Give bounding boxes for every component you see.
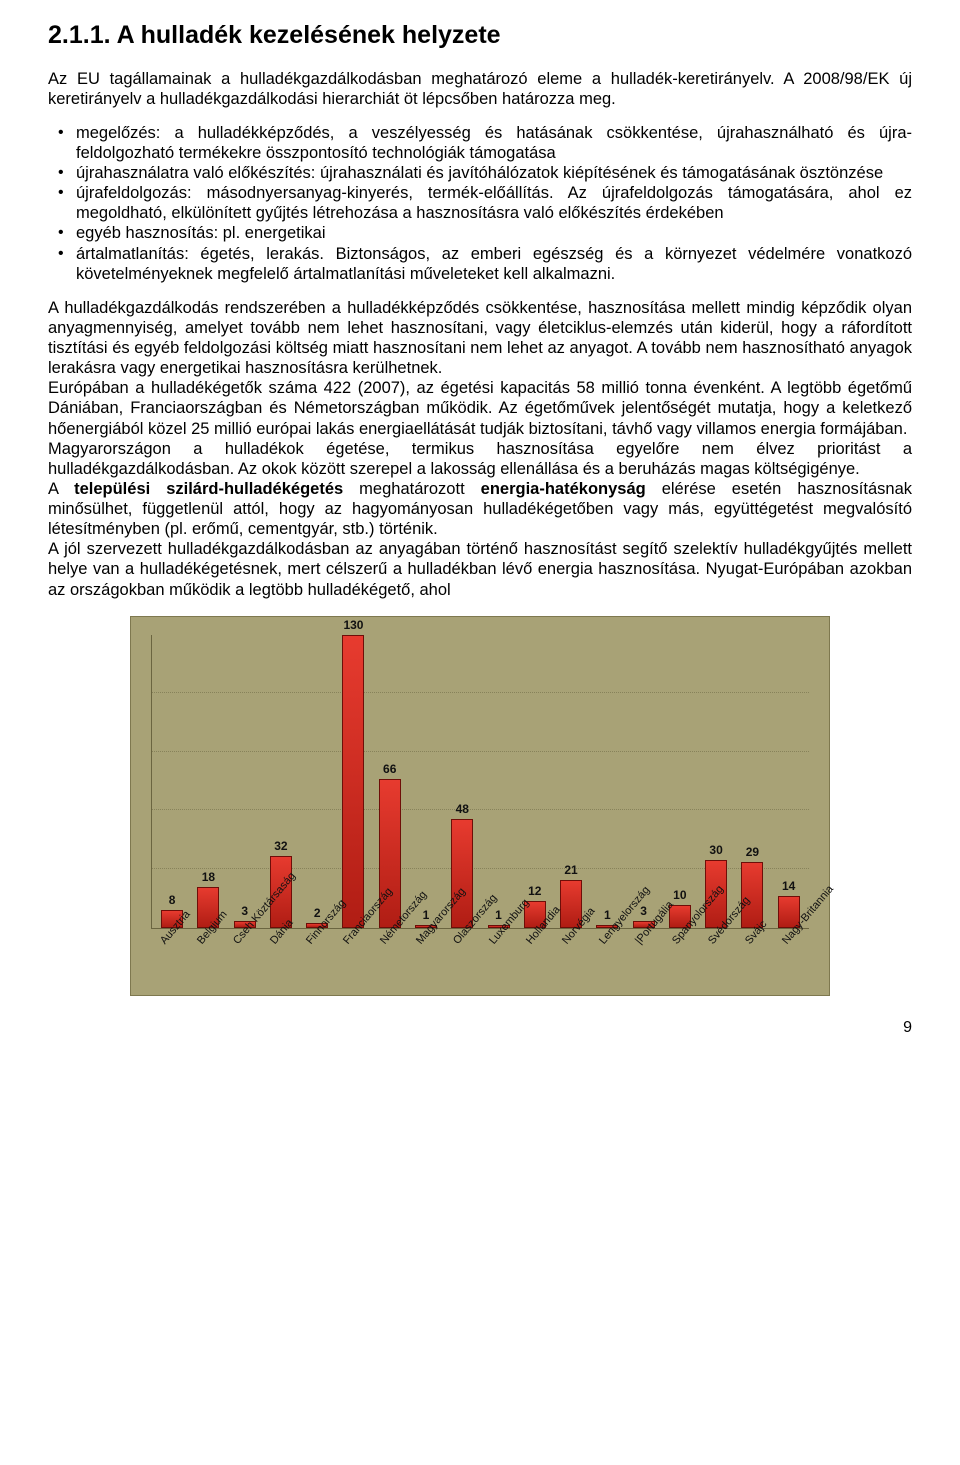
section-heading: 2.1.1. A hulladék kezelésének helyzete	[48, 20, 912, 51]
chart-x-labels: AusztriaBelgiumCseh KöztársaságDániaFinn…	[151, 929, 809, 995]
body-paragraph: A jól szervezett hulladékgazdálkodásban …	[48, 539, 912, 599]
chart-bar-value: 10	[673, 888, 686, 903]
text-run: meghatározott	[343, 480, 480, 498]
intro-paragraph: Az EU tagállamainak a hulladékgazdálkodá…	[48, 69, 912, 109]
body-paragraph: A hulladékgazdálkodás rendszerében a hul…	[48, 298, 912, 379]
chart-bars: 818332213066148112211310302914	[152, 635, 809, 928]
chart-bar-value: 12	[528, 884, 541, 899]
chart-bar-value: 8	[169, 893, 176, 908]
bar-chart: 818332213066148112211310302914 AusztriaB…	[130, 616, 830, 996]
chart-bar: 130	[342, 635, 364, 928]
page-number: 9	[48, 1018, 912, 1038]
chart-bar-value: 21	[564, 863, 577, 878]
chart-bar-value: 30	[709, 843, 722, 858]
bullet-list: megelőzés: a hulladékképződés, a veszély…	[48, 123, 912, 284]
chart-container: 818332213066148112211310302914 AusztriaB…	[48, 616, 912, 996]
list-item: egyéb hasznosítás: pl. energetikai	[48, 223, 912, 243]
chart-bar-value: 29	[746, 845, 759, 860]
chart-bar-value: 3	[241, 904, 248, 919]
text-run: A	[48, 480, 74, 498]
chart-bar-value: 32	[274, 839, 287, 854]
chart-plot-area: 818332213066148112211310302914	[151, 635, 809, 929]
chart-bar-value: 3	[640, 904, 647, 919]
chart-bar-value: 48	[456, 802, 469, 817]
body-paragraph: Európában a hulladékégetők száma 422 (20…	[48, 378, 912, 438]
list-item: újrahasználatra való előkészítés: újraha…	[48, 163, 912, 183]
chart-bar: 48	[451, 819, 473, 927]
chart-bar-value: 66	[383, 762, 396, 777]
bold-run: energia-hatékonyság	[481, 480, 646, 498]
chart-bar-value: 18	[202, 870, 215, 885]
list-item: újrafeldolgozás: másodnyersanyag-kinyeré…	[48, 183, 912, 223]
body-paragraph-bold-inline: A települési szilárd-hulladékégetés megh…	[48, 479, 912, 539]
body-paragraph: Magyarországon a hulladékok égetése, ter…	[48, 439, 912, 479]
bold-run: települési szilárd-hulladékégetés	[74, 480, 343, 498]
chart-bar-value: 14	[782, 879, 795, 894]
list-item: megelőzés: a hulladékképződés, a veszély…	[48, 123, 912, 163]
chart-bar-value: 1	[604, 908, 611, 923]
chart-bar-value: 130	[343, 618, 363, 633]
list-item: ártalmatlanítás: égetés, lerakás. Bizton…	[48, 244, 912, 284]
